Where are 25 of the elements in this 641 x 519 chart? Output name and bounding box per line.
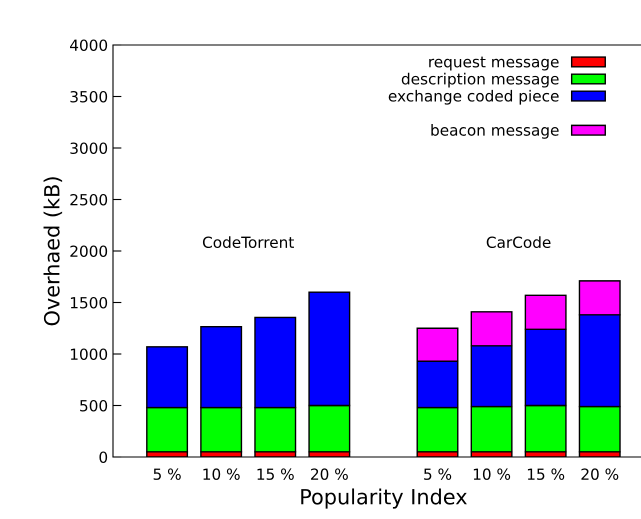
legend-label: beacon message [431,124,559,139]
x-tick-label: 10 % [474,468,510,480]
y-tick-label: 1000 [70,348,108,360]
legend-label: description message [402,72,559,88]
x-tick-label: 20 % [581,468,618,480]
y-tick-label: 2000 [70,245,108,258]
x-tick-label: 15 % [258,468,294,480]
y-tick-label: 1500 [70,296,108,309]
x-tick-label: 20 % [311,468,348,480]
x-tick-label: 10 % [203,468,240,480]
y-tick-label: 3000 [70,142,108,154]
legend-label: exchange coded piece [388,90,559,105]
x-tick-label: 5 % [424,468,452,480]
annotation: CarCode [486,236,551,248]
y-tick-label: 4000 [70,39,108,52]
y-tick-label: 0 [99,451,108,464]
y-tick-label: 3500 [70,90,108,103]
x-axis-title: Popularity Index [301,488,467,509]
annotation: CodeTorrent [202,236,294,248]
y-tick-label: 500 [80,400,108,412]
y-axis-title: Overhaed (kB) [44,177,62,326]
y-tick-label: 2500 [70,194,108,206]
x-tick-label: 5 % [154,468,181,480]
x-tick-label: 15 % [528,468,564,480]
legend-label: request message [429,56,559,70]
